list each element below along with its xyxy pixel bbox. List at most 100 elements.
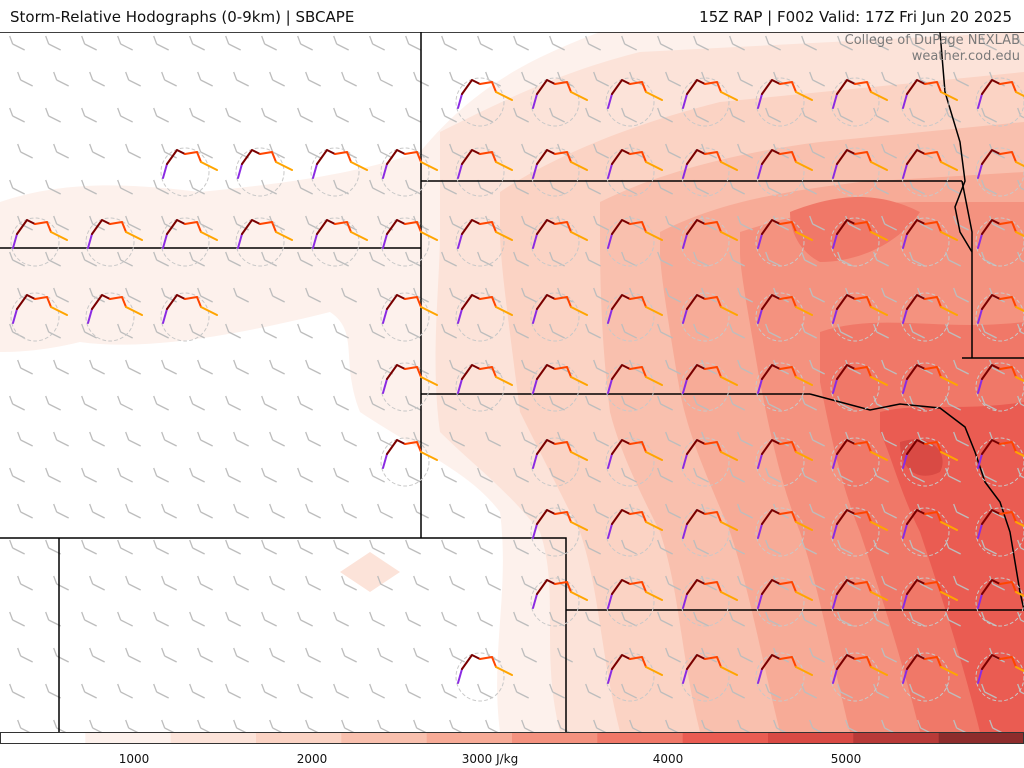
map-panel[interactable]: College of DuPage NEXLAB weather.cod.edu xyxy=(0,32,1024,732)
wind-barb-icon xyxy=(305,287,321,303)
wind-barb-icon xyxy=(585,467,601,483)
hodograph-segment xyxy=(200,161,218,171)
wind-barb-icon xyxy=(945,35,961,51)
range-ring-icon xyxy=(160,147,210,197)
hodograph-segment xyxy=(536,149,556,165)
hodograph-segment xyxy=(779,221,797,233)
wind-barb-icon xyxy=(305,575,321,591)
wind-barb-icon xyxy=(585,251,601,267)
wind-barb-icon xyxy=(153,107,169,123)
wind-barb-icon xyxy=(369,539,385,555)
wind-barb-icon xyxy=(45,251,61,267)
hodograph-icon xyxy=(830,147,888,197)
hodograph-segment xyxy=(761,149,781,165)
wind-barb-icon xyxy=(161,647,177,663)
hodograph-segment xyxy=(836,509,856,525)
range-ring-icon xyxy=(900,577,950,627)
hodograph-segment xyxy=(832,378,838,394)
hodograph-icon xyxy=(160,217,218,267)
wind-barb-icon xyxy=(521,215,537,231)
hodograph-segment xyxy=(836,439,856,455)
hodograph-segment xyxy=(461,654,481,670)
wind-barb-icon xyxy=(521,287,537,303)
hodograph-segment xyxy=(682,523,688,539)
wind-barb-icon xyxy=(477,683,493,699)
hodograph-segment xyxy=(940,306,958,316)
wind-barb-icon xyxy=(161,215,177,231)
hodograph-segment xyxy=(924,81,942,93)
range-ring-icon xyxy=(830,77,880,127)
wind-barb-icon xyxy=(405,467,421,483)
wind-barb-icon xyxy=(873,323,889,339)
hodograph-segment xyxy=(461,294,481,310)
wind-barb-icon xyxy=(953,143,969,159)
wind-barb-icon xyxy=(549,395,565,411)
wind-barb-icon xyxy=(197,575,213,591)
hodograph-segment xyxy=(854,366,872,378)
hodograph-segment xyxy=(461,79,481,95)
wind-barb-icon xyxy=(125,71,141,87)
hodograph-segment xyxy=(645,161,663,171)
hodograph-segment xyxy=(999,151,1017,163)
wind-barb-icon xyxy=(17,647,33,663)
wind-barb-icon xyxy=(881,143,897,159)
range-ring-icon xyxy=(160,217,210,267)
hodograph-segment xyxy=(629,511,647,523)
range-ring-icon xyxy=(605,292,655,342)
hodograph-segment xyxy=(704,511,722,523)
colorbar-tick-label: 3000 J/kg xyxy=(461,752,519,766)
wind-barb-icon xyxy=(117,107,133,123)
range-ring-icon xyxy=(605,507,655,557)
hodograph-segment xyxy=(870,666,888,676)
wind-barb-icon xyxy=(521,719,535,732)
wind-barb-icon xyxy=(845,719,859,732)
range-ring-icon xyxy=(680,362,730,412)
hodograph-segment xyxy=(629,656,647,668)
hodograph-segment xyxy=(570,451,588,461)
range-ring-icon xyxy=(680,507,730,557)
wind-barb-icon xyxy=(585,107,601,123)
wind-barb-icon xyxy=(485,503,501,519)
hodograph-icon xyxy=(975,652,1024,702)
hodograph-icon xyxy=(605,652,663,702)
hodograph-segment xyxy=(981,219,1001,235)
range-ring-icon xyxy=(530,437,580,487)
hodograph-segment xyxy=(854,441,872,453)
wind-barb-icon xyxy=(297,395,313,411)
wind-barb-icon xyxy=(585,395,601,411)
hodograph-segment xyxy=(836,149,856,165)
wind-barb-icon xyxy=(9,467,25,483)
range-ring-icon xyxy=(380,217,430,267)
wind-barb-icon xyxy=(449,719,463,732)
hodograph-icon xyxy=(680,292,738,342)
wind-barb-icon xyxy=(81,107,97,123)
range-ring-icon xyxy=(530,362,580,412)
wind-barb-icon xyxy=(593,719,607,732)
wind-barb-icon xyxy=(837,467,853,483)
wind-barb-icon xyxy=(17,503,33,519)
hodograph-segment xyxy=(457,668,463,684)
wind-barb-icon xyxy=(657,683,673,699)
hodograph-segment xyxy=(686,509,706,525)
wind-barb-icon xyxy=(233,71,249,87)
wind-barb-icon xyxy=(341,287,357,303)
wind-barb-icon xyxy=(621,395,637,411)
hodograph-segment xyxy=(779,151,797,163)
range-ring-icon xyxy=(530,77,580,127)
hodograph-segment xyxy=(924,221,942,233)
range-ring-icon xyxy=(530,577,580,627)
wind-barb-icon xyxy=(225,251,241,267)
hodograph-icon xyxy=(605,507,663,557)
wind-barb-icon xyxy=(837,107,853,123)
wind-barb-icon xyxy=(9,539,25,555)
hodograph-segment xyxy=(757,233,763,249)
wind-barb-icon xyxy=(189,539,205,555)
wind-barb-icon xyxy=(621,611,637,627)
credit-url[interactable]: weather.cod.edu xyxy=(911,49,1020,64)
hodograph-icon xyxy=(530,147,588,197)
hodograph-segment xyxy=(312,163,318,179)
wind-barb-icon xyxy=(225,611,241,627)
range-ring-icon xyxy=(680,147,730,197)
range-ring-icon xyxy=(680,577,730,627)
range-ring-icon xyxy=(680,437,730,487)
